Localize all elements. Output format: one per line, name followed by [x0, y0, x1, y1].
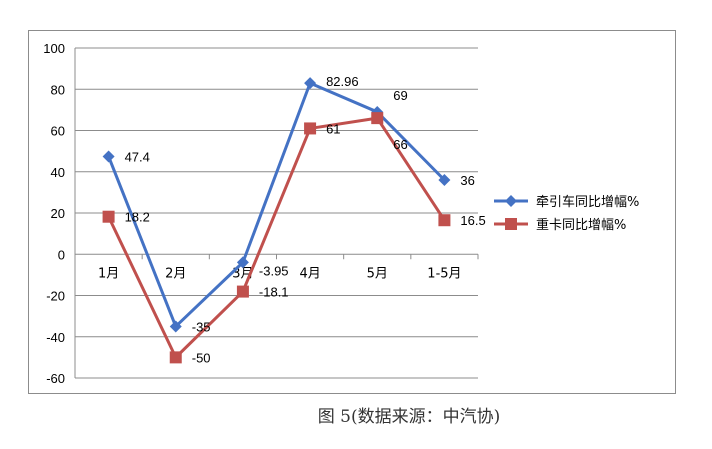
data-point: [102, 210, 115, 223]
y-tick-label: 100: [43, 41, 65, 56]
legend-label: 牵引车同比增幅%: [536, 194, 639, 210]
legend-label: 重卡同比增幅%: [536, 217, 626, 233]
data-label: -3.95: [259, 263, 289, 278]
y-tick-label: 20: [51, 206, 65, 221]
data-label: 61: [326, 121, 340, 136]
data-label: 47.4: [125, 149, 150, 164]
x-tick-label: 1-5月: [427, 266, 461, 281]
data-label: -18.1: [259, 285, 289, 300]
chart-frame: [28, 30, 676, 394]
data-label: -50: [192, 350, 211, 365]
x-tick-label: 2月: [165, 266, 186, 281]
y-tick-label: 40: [51, 165, 65, 180]
y-tick-label: 80: [51, 82, 65, 97]
x-tick-label: 4月: [299, 266, 320, 281]
legend-marker: [505, 218, 517, 230]
data-label: -35: [192, 319, 211, 334]
caption-text: 图 5(数据来源：中汽协): [317, 407, 501, 427]
y-tick-label: -20: [46, 289, 65, 304]
series-line: [107, 116, 446, 359]
y-tick-label: 0: [58, 247, 65, 262]
y-tick-label: 60: [51, 124, 65, 139]
y-tick-label: -60: [46, 371, 65, 386]
data-point: [304, 122, 317, 135]
data-point: [236, 256, 249, 269]
data-point: [438, 174, 451, 186]
data-label: 82.96: [326, 74, 359, 89]
figure-caption: 图 5(数据来源：中汽协): [0, 402, 712, 427]
legend-marker: [505, 195, 517, 207]
data-point: [169, 351, 182, 364]
x-tick-label: 5月: [367, 266, 388, 281]
data-label: 16.5: [460, 213, 485, 228]
y-tick-label: -40: [46, 330, 65, 345]
x-tick-label: 1月: [98, 266, 119, 281]
data-point: [304, 77, 317, 90]
data-point: [169, 320, 182, 333]
data-label: 69: [393, 88, 407, 103]
series-line: [107, 81, 446, 328]
data-label: 18.2: [125, 210, 150, 225]
data-point: [236, 285, 249, 298]
data-point: [371, 112, 384, 125]
data-point: [102, 150, 115, 163]
data-point: [438, 214, 451, 227]
data-label: 66: [393, 137, 407, 152]
data-label: 36: [460, 173, 474, 188]
